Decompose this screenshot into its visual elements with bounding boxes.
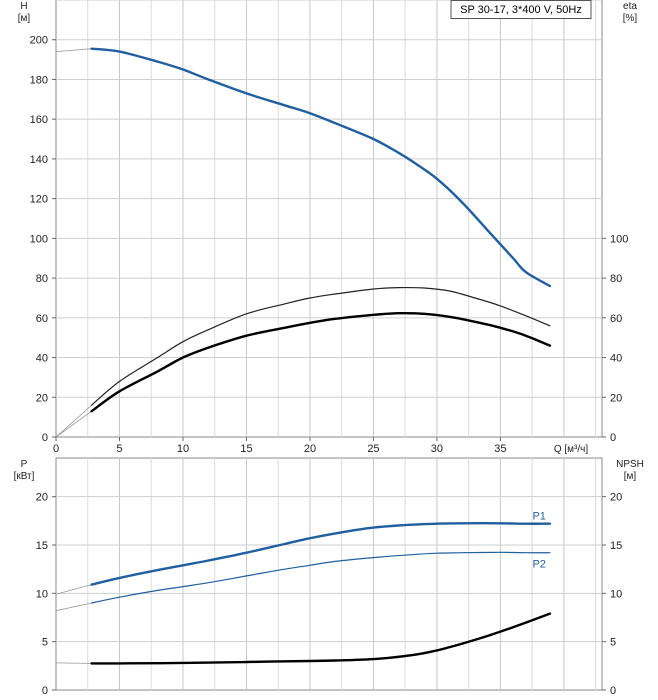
series-extension-line [55, 48, 92, 52]
left-tick-label: 20 [36, 492, 48, 504]
x-axis-label: Q [м³/ч] [554, 444, 589, 455]
right-axis-unit: [м] [624, 471, 637, 482]
right-axis-unit: [%] [623, 13, 638, 24]
left-tick-label: 20 [36, 392, 48, 404]
series-line-upper-0 [90, 47, 552, 288]
series-line-upper-1 [91, 286, 551, 406]
series-extension-line [55, 584, 92, 595]
x-tick-label: 30 [431, 443, 443, 455]
upper-plot-area [55, 0, 603, 438]
right-tick-label: 0 [610, 685, 616, 697]
series-extension-line [55, 410, 92, 438]
right-tick-label: 40 [610, 353, 622, 365]
lower-panel: 0 5 10 15 20 0 5 10 15 20 P[кВт] NPSH[м] P1 P2 [14, 457, 644, 697]
left-tick-label: 100 [30, 233, 48, 245]
x-tick-label: 5 [116, 443, 122, 455]
series-extension-line [55, 602, 92, 612]
left-tick-label: 15 [36, 540, 48, 552]
left-tick-label: 60 [36, 313, 48, 325]
right-tick-label: 60 [610, 313, 622, 325]
right-tick-label: 0 [610, 432, 616, 444]
upper-panel: 020406080100120140160180200020406080100H… [18, 0, 638, 455]
left-axis-label: P [21, 459, 28, 470]
left-axis-unit: [м] [18, 13, 31, 24]
legend-text: SP 30-17, 3*400 V, 50Hz [460, 4, 582, 16]
x-tick-label: 15 [240, 443, 252, 455]
right-tick-label: 100 [610, 233, 628, 245]
right-tick-label: 20 [610, 392, 622, 404]
series-line-lower-0 [90, 522, 552, 586]
x-tick-label: 35 [494, 443, 506, 455]
series-extension-line [55, 662, 92, 664]
x-tick-label: 10 [177, 443, 189, 455]
right-tick-label: 20 [610, 492, 622, 504]
series-line-upper-2 [90, 311, 552, 413]
left-tick-label: 200 [30, 35, 48, 47]
right-tick-label: 5 [610, 637, 616, 649]
x-tick-label: 20 [304, 443, 316, 455]
right-tick-label: 80 [610, 273, 622, 285]
x-tick-label: 25 [367, 443, 379, 455]
series-extension-line [55, 404, 92, 438]
left-tick-label: 160 [30, 114, 48, 126]
series-label-P2: P2 [532, 559, 545, 571]
left-tick-label: 0 [42, 685, 48, 697]
x-tick-label: 0 [53, 443, 59, 455]
right-tick-label: 10 [610, 588, 622, 600]
legend-box [450, 0, 592, 19]
series-line-lower-1 [91, 551, 551, 604]
right-tick-label: 15 [610, 540, 622, 552]
left-tick-label: 180 [30, 74, 48, 86]
left-tick-label: 140 [30, 154, 48, 166]
left-axis-unit: [кВт] [14, 471, 35, 482]
left-tick-label: 0 [42, 432, 48, 444]
left-tick-label: 10 [36, 588, 48, 600]
series-label-P1: P1 [532, 511, 545, 523]
left-axis-label: H [20, 1, 27, 12]
left-tick-label: 80 [36, 273, 48, 285]
right-axis-label: eta [623, 1, 637, 12]
left-tick-label: 40 [36, 353, 48, 365]
left-tick-label: 5 [42, 637, 48, 649]
series-line-lower-2 [90, 612, 552, 665]
left-tick-label: 120 [30, 194, 48, 206]
right-axis-label: NPSH [616, 459, 644, 470]
